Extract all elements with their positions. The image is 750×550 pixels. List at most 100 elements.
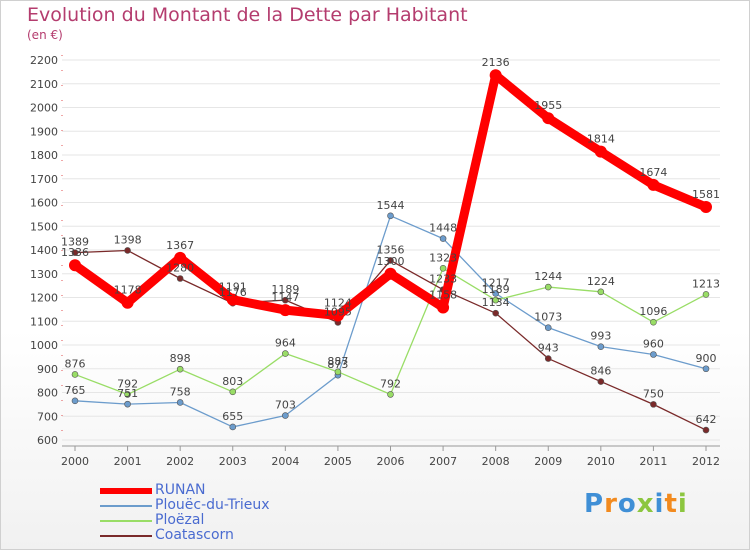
legend-label-coatascorn: Coatascorn [155, 527, 234, 543]
data-label: 1336 [61, 246, 89, 259]
data-label: 898 [170, 352, 191, 365]
data-label: 750 [643, 387, 664, 400]
data-label: 1189 [482, 283, 510, 296]
data-point [387, 257, 394, 264]
data-point [71, 397, 79, 405]
data-label: 642 [696, 413, 717, 426]
data-point [387, 212, 394, 220]
x-tick-label: 2000 [61, 455, 89, 468]
data-label: 887 [327, 355, 348, 368]
data-point [124, 391, 131, 398]
data-label: 1073 [534, 311, 562, 324]
data-label: 1096 [639, 305, 667, 318]
data-label: 960 [643, 338, 664, 351]
data-label: 873 [327, 358, 348, 371]
data-label: 751 [117, 387, 138, 400]
y-tick-label: 2100 [30, 78, 58, 91]
data-point [650, 351, 657, 358]
data-point [544, 324, 552, 331]
x-tick-label: 2004 [271, 455, 299, 468]
data-label: 943 [538, 342, 559, 355]
data-label: 1814 [587, 133, 615, 146]
data-point [387, 391, 394, 398]
x-tick-label: 2006 [377, 455, 405, 468]
y-tick-label: 1300 [30, 268, 58, 281]
data-point [174, 251, 187, 264]
data-label: 1224 [587, 275, 615, 288]
data-label: 1300 [377, 255, 405, 268]
data-point [279, 304, 292, 317]
data-point [176, 399, 184, 406]
data-point [597, 343, 605, 350]
data-label: 993 [590, 330, 611, 343]
data-label: 1581 [692, 188, 720, 201]
legend-swatch-coatascorn [100, 535, 152, 537]
logo-letter: i [654, 489, 665, 519]
data-label: 1398 [114, 233, 142, 246]
data-point [124, 400, 131, 408]
data-label: 876 [65, 357, 86, 370]
data-label: 765 [65, 384, 86, 397]
x-tick-label: 2005 [324, 455, 352, 468]
data-point [226, 293, 239, 306]
logo-letter: t [664, 489, 678, 519]
data-label: 655 [222, 410, 243, 423]
data-label: 900 [696, 352, 717, 365]
data-label: 1389 [61, 236, 89, 249]
data-point [544, 355, 552, 362]
data-label: 2136 [482, 56, 510, 69]
data-label: 1356 [377, 243, 405, 256]
y-tick-label: 1900 [30, 125, 58, 138]
logo-letter: o [617, 489, 637, 519]
y-tick-label: 1100 [30, 315, 58, 328]
y-tick-label: 800 [37, 387, 58, 400]
proxiti-logo: Proxiti [584, 489, 688, 519]
chart-subtitle: (en €) [27, 28, 63, 42]
data-point [647, 178, 660, 191]
x-tick-label: 2001 [114, 455, 142, 468]
x-tick-label: 2003 [219, 455, 247, 468]
data-label: 1280 [166, 262, 194, 275]
data-point [331, 309, 344, 322]
data-label: 846 [590, 365, 611, 378]
data-label: 803 [222, 375, 243, 388]
data-point [176, 365, 184, 373]
data-point [71, 249, 79, 256]
y-tick-label: 1800 [30, 149, 58, 162]
data-label: 1095 [324, 305, 352, 318]
data-point [69, 259, 81, 272]
x-tick-label: 2011 [639, 455, 667, 468]
data-point [489, 69, 502, 82]
data-point [544, 283, 552, 291]
data-point [650, 401, 657, 408]
data-point [121, 296, 134, 309]
legend-label-ploezal: Ploëzal [155, 512, 205, 528]
data-point [229, 388, 237, 396]
logo-letter: P [584, 489, 605, 519]
data-label: 1233 [429, 273, 457, 286]
legend-swatch-ploezal [100, 520, 152, 522]
y-tick-label: 900 [37, 363, 58, 376]
data-point [492, 296, 499, 304]
data-label: 1367 [166, 239, 194, 252]
x-tick-label: 2007 [429, 455, 457, 468]
data-point [124, 247, 131, 254]
data-label: 792 [380, 377, 401, 390]
data-label: 1178 [114, 284, 142, 297]
data-point [282, 412, 289, 419]
data-label: 703 [275, 399, 296, 412]
data-point [702, 426, 710, 434]
logo-letter: i [677, 489, 688, 519]
data-label: 758 [170, 385, 191, 398]
data-point [334, 368, 342, 376]
data-point [702, 291, 710, 298]
y-tick-label: 1200 [30, 292, 58, 305]
x-tick-label: 2002 [166, 455, 194, 468]
data-point [229, 423, 237, 431]
data-label: 1134 [482, 296, 510, 309]
y-tick-label: 1500 [30, 220, 58, 233]
data-point [594, 145, 607, 158]
data-label: 1124 [324, 297, 352, 310]
data-point [702, 365, 710, 373]
